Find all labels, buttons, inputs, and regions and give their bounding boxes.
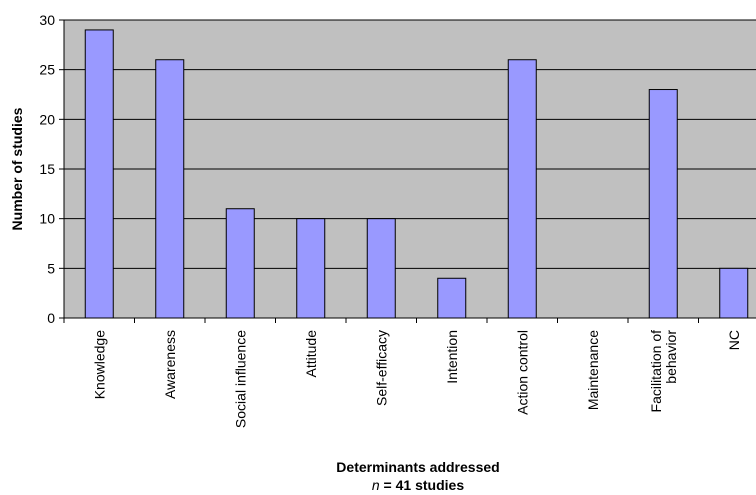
y-tick-label: 0 — [47, 310, 55, 326]
y-tick-label: 20 — [39, 111, 55, 127]
y-axis: 0 5 10 15 20 25 30 — [39, 12, 65, 326]
x-tick-label: Facilitation of — [648, 330, 664, 413]
x-tick-label: Self-efficacy — [373, 330, 389, 406]
bar — [84, 29, 114, 319]
bar — [155, 59, 185, 319]
bar — [225, 208, 255, 319]
x-tick-label: Maintenance — [585, 330, 601, 410]
bar — [437, 277, 467, 319]
n-symbol: n — [372, 477, 380, 493]
y-tick-label: 5 — [47, 260, 55, 276]
n-count: = 41 studies — [380, 477, 465, 493]
x-tick-label: Intention — [444, 330, 460, 384]
bar — [648, 89, 678, 319]
bars — [84, 29, 749, 319]
x-axis: Knowledge Awareness Social influence Attitu… — [63, 317, 756, 428]
y-axis-title: Number of studies — [9, 107, 25, 230]
x-tick-label: behavior — [663, 330, 679, 384]
y-tick-label: 15 — [39, 161, 55, 177]
bar — [296, 218, 326, 319]
x-axis-title: Determinants addressed — [336, 459, 499, 475]
x-tick-label: Knowledge — [91, 330, 107, 399]
bar — [366, 218, 396, 319]
y-tick-label: 25 — [39, 62, 55, 78]
x-tick-label: Action control — [514, 330, 530, 415]
x-tick-label: Attitude — [303, 330, 319, 378]
x-tick-label: NC — [726, 330, 742, 350]
bar — [719, 267, 749, 319]
x-tick-label: Awareness — [162, 330, 178, 399]
y-tick-label: 30 — [39, 12, 55, 28]
y-tick-label: 10 — [39, 211, 55, 227]
x-axis-subtitle: n = 41 studies — [372, 477, 464, 493]
x-tick-label: Social influence — [232, 330, 248, 428]
bar — [507, 59, 537, 319]
